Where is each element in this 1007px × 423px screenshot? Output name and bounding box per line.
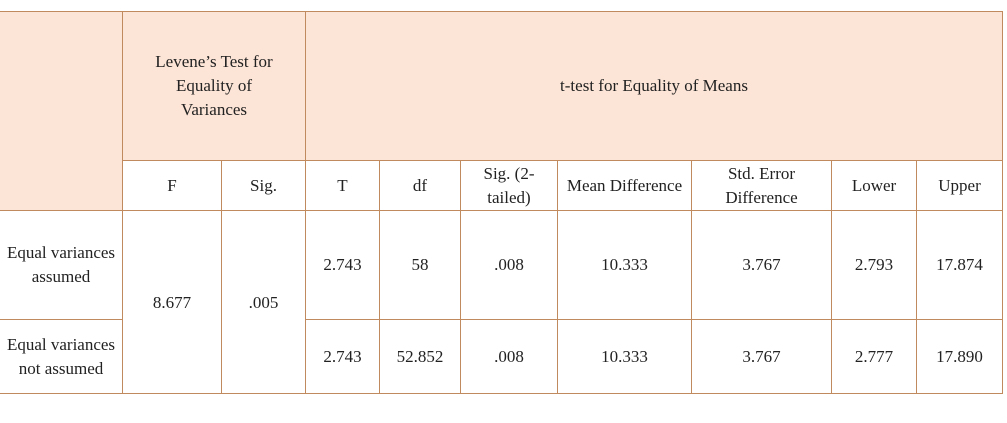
- cell: 8.677: [123, 211, 222, 394]
- column-header: T: [306, 161, 380, 211]
- cell: .008: [461, 320, 558, 394]
- cell: 58: [380, 211, 461, 320]
- cell: .005: [222, 211, 306, 394]
- cell: 2.777: [832, 320, 917, 394]
- column-header: Upper: [917, 161, 1003, 211]
- column-header: df: [380, 161, 461, 211]
- row-label: Equal variances assumed: [0, 211, 123, 320]
- group-header: Levene’s Test for Equality of Variances: [123, 12, 306, 161]
- cell: 10.333: [558, 211, 692, 320]
- column-header: F: [123, 161, 222, 211]
- cell: 17.874: [917, 211, 1003, 320]
- corner-cell: [0, 12, 123, 211]
- column-header: Sig. (2-tailed): [461, 161, 558, 211]
- cell: 17.890: [917, 320, 1003, 394]
- cell: 52.852: [380, 320, 461, 394]
- group-header: t-test for Equality of Means: [306, 12, 1003, 161]
- cell: 2.743: [306, 211, 380, 320]
- cell: 3.767: [692, 211, 832, 320]
- cell: 10.333: [558, 320, 692, 394]
- row-label: Equal variances not assumed: [0, 320, 123, 394]
- column-header: Mean Difference: [558, 161, 692, 211]
- column-header: Std. Error Difference: [692, 161, 832, 211]
- cell: .008: [461, 211, 558, 320]
- column-header: Sig.: [222, 161, 306, 211]
- cell: 3.767: [692, 320, 832, 394]
- column-header: Lower: [832, 161, 917, 211]
- table-border: [0, 11, 1003, 12]
- cell: 2.793: [832, 211, 917, 320]
- cell: 2.743: [306, 320, 380, 394]
